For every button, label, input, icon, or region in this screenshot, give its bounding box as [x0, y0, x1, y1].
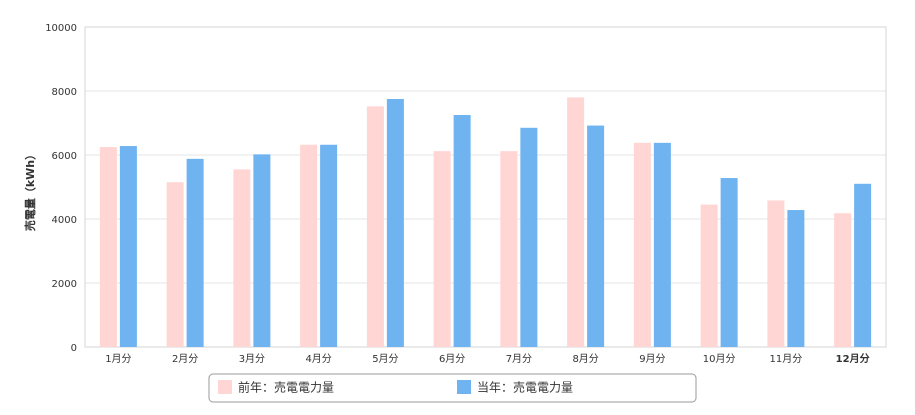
- y-tick-label: 2000: [52, 279, 77, 290]
- x-tick-label: 5月分: [372, 353, 398, 365]
- x-tick-label: 12月分: [836, 352, 870, 365]
- bar-previous-year-7[interactable]: [500, 151, 518, 347]
- bar-current-year-8[interactable]: [587, 125, 605, 347]
- y-tick-label: 0: [71, 343, 77, 354]
- x-tick-label: 6月分: [439, 353, 465, 365]
- legend-swatch: [457, 380, 471, 394]
- legend-label: 前年：売電電力量: [238, 380, 334, 395]
- bar-previous-year-8[interactable]: [567, 97, 585, 348]
- bar-previous-year-12[interactable]: [834, 213, 852, 347]
- legend-box: [208, 373, 697, 403]
- bar-current-year-12[interactable]: [854, 183, 872, 347]
- x-axis-ticks: 1月分 2月分 3月分 4月分 5月分 6月分 7月分 8月分 9月分 10月分 11月分 12月分: [105, 352, 869, 365]
- y-tick-label: 4000: [52, 215, 77, 226]
- bar-previous-year-10[interactable]: [700, 204, 718, 347]
- y-axis-ticks: 0 2000 4000 6000 8000 10000: [45, 23, 77, 354]
- x-tick-label: 11月分: [770, 353, 803, 365]
- bar-current-year-7[interactable]: [520, 127, 538, 347]
- bar-previous-year-3[interactable]: [233, 169, 251, 347]
- bar-previous-year-1[interactable]: [99, 147, 117, 347]
- bar-current-year-6[interactable]: [453, 115, 471, 347]
- bar-previous-year-5[interactable]: [366, 106, 384, 347]
- x-tick-label: 4月分: [305, 353, 331, 365]
- bars: [99, 97, 872, 348]
- legend-label: 当年：売電電力量: [477, 380, 573, 395]
- bar-current-year-4[interactable]: [320, 144, 338, 347]
- bar-previous-year-11[interactable]: [767, 200, 785, 347]
- bar-current-year-2[interactable]: [186, 158, 204, 347]
- legend-item-current-year[interactable]: 当年：売電電力量: [457, 380, 573, 395]
- legend[interactable]: 前年：売電電力量 当年：売電電力量: [208, 373, 697, 403]
- y-tick-label: 8000: [52, 87, 77, 98]
- bar-current-year-9[interactable]: [653, 142, 671, 347]
- y-tick-label: 6000: [52, 151, 77, 162]
- bar-previous-year-4[interactable]: [300, 144, 318, 347]
- x-tick-label: 3月分: [239, 353, 265, 365]
- bar-previous-year-2[interactable]: [166, 182, 184, 347]
- bar-current-year-3[interactable]: [253, 154, 271, 347]
- y-axis-label: 売電量（kWh）: [23, 149, 37, 231]
- y-tick-label: 10000: [45, 23, 77, 34]
- bar-previous-year-6[interactable]: [433, 151, 451, 347]
- legend-swatch: [218, 380, 232, 394]
- bar-previous-year-9[interactable]: [633, 142, 651, 347]
- plot-area: [84, 26, 887, 348]
- x-tick-label: 9月分: [639, 353, 665, 365]
- x-tick-label: 2月分: [172, 353, 198, 365]
- legend-item-previous-year[interactable]: 前年：売電電力量: [218, 380, 334, 395]
- x-tick-label: 10月分: [703, 353, 736, 365]
- bar-current-year-5[interactable]: [386, 99, 404, 347]
- bar-current-year-11[interactable]: [787, 210, 805, 347]
- grid-lines: [85, 90, 886, 284]
- bar-current-year-1[interactable]: [119, 146, 137, 347]
- x-tick-label: 8月分: [572, 353, 598, 365]
- bar-current-year-10[interactable]: [720, 178, 738, 347]
- x-tick-label: 1月分: [105, 353, 131, 365]
- x-tick-label: 7月分: [506, 353, 532, 365]
